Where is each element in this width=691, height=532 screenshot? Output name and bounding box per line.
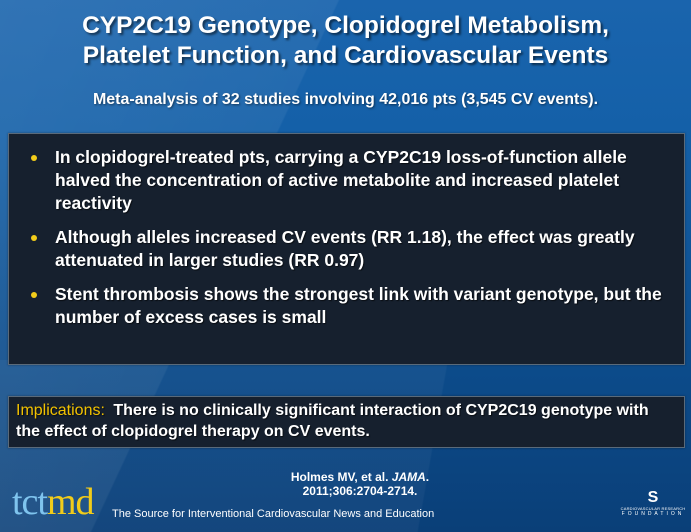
bullet-icon [31, 235, 37, 241]
finding-item: Although alleles increased CV events (RR… [9, 226, 674, 272]
citation-line-1: Holmes MV, et al. JAMA. [230, 470, 490, 484]
citation-period: . [425, 470, 430, 484]
implications-text-block: Implications: There is no clinically sig… [9, 397, 684, 442]
slide-subtitle: Meta-analysis of 32 studies involving 42… [92, 91, 599, 108]
implications-label: Implications: [16, 402, 105, 419]
title-line-1: CYP2C19 Genotype, Clopidogrel Metabolism… [82, 12, 609, 39]
crf-foundation: FOUNDATION [621, 511, 685, 517]
tctmd-logo: tctmd [12, 481, 95, 523]
findings-list: In clopidogrel-treated pts, carrying a C… [9, 134, 684, 329]
logo-md: md [46, 481, 95, 523]
crf-name: CARDIOVASCULAR RESEARCH [620, 506, 686, 511]
finding-text: Although alleles increased CV events (RR… [55, 227, 635, 270]
finding-item: In clopidogrel-treated pts, carrying a C… [9, 146, 674, 215]
logo-tct: tct [12, 481, 48, 523]
citation-authors: Holmes MV, et al. [290, 470, 389, 484]
bullet-icon [31, 155, 37, 161]
implications-text: There is no clinically significant inter… [16, 402, 649, 440]
citation-ref: 2011;306:2704-2714. [302, 484, 418, 498]
finding-item: Stent thrombosis shows the strongest lin… [9, 283, 674, 329]
finding-text: Stent thrombosis shows the strongest lin… [55, 284, 662, 327]
citation-journal: JAMA [391, 470, 426, 484]
slide-title: CYP2C19 Genotype, Clopidogrel Metabolism… [0, 11, 691, 71]
title-line-2: Platelet Function, and Cardiovascular Ev… [82, 42, 609, 69]
implications-panel: Implications: There is no clinically sig… [8, 396, 685, 448]
crf-swirl-icon: S [647, 489, 659, 506]
finding-text: In clopidogrel-treated pts, carrying a C… [55, 147, 627, 213]
findings-panel: In clopidogrel-treated pts, carrying a C… [8, 133, 685, 365]
bullet-icon [31, 292, 37, 298]
footer-tagline: The Source for Interventional Cardiovasc… [112, 508, 435, 520]
citation: Holmes MV, et al. JAMA. 2011;306:2704-27… [230, 470, 490, 498]
crf-logo: S CARDIOVASCULAR RESEARCH FOUNDATION [615, 489, 691, 518]
